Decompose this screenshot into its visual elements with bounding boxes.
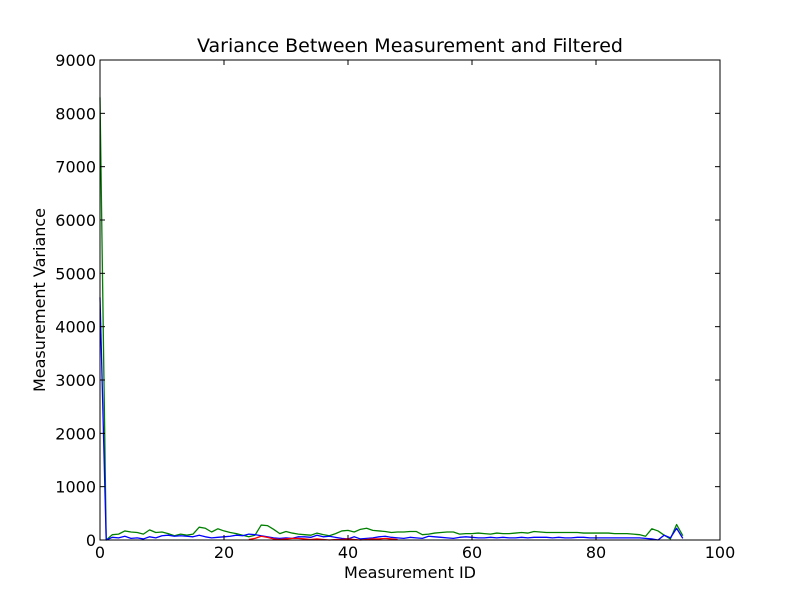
y-tick-label: 5000 — [55, 264, 96, 283]
x-tick-label: 60 — [462, 543, 482, 562]
x-tick-label: 40 — [338, 543, 358, 562]
chart-title: Variance Between Measurement and Filtere… — [197, 35, 623, 57]
series-line-2 — [99, 297, 684, 541]
y-tick-label: 8000 — [55, 104, 96, 123]
ticks-layer: 0 20 40 60 80 1000100020003000400050006000700… — [55, 51, 735, 562]
x-tick-label: 0 — [95, 543, 105, 562]
plot-frame — [99, 59, 721, 541]
y-tick-label: 7000 — [55, 158, 96, 177]
series-line-3 — [248, 535, 398, 541]
series-layer — [99, 97, 684, 541]
y-tick-label: 2000 — [55, 424, 96, 443]
y-tick-label: 6000 — [55, 211, 96, 230]
y-axis-label: Measurement Variance — [30, 208, 49, 392]
x-tick-label: 100 — [705, 543, 736, 562]
y-tick-label: 4000 — [55, 318, 96, 337]
plot-background — [100, 60, 720, 540]
x-tick-label: 20 — [214, 543, 234, 562]
series-line-1 — [99, 97, 684, 541]
y-tick-label: 3000 — [55, 371, 96, 390]
y-tick-label: 9000 — [55, 51, 96, 70]
y-tick-label: 1000 — [55, 478, 96, 497]
x-axis-label: Measurement ID — [344, 563, 476, 582]
x-tick-label: 80 — [586, 543, 606, 562]
y-tick-label: 0 — [86, 531, 96, 550]
